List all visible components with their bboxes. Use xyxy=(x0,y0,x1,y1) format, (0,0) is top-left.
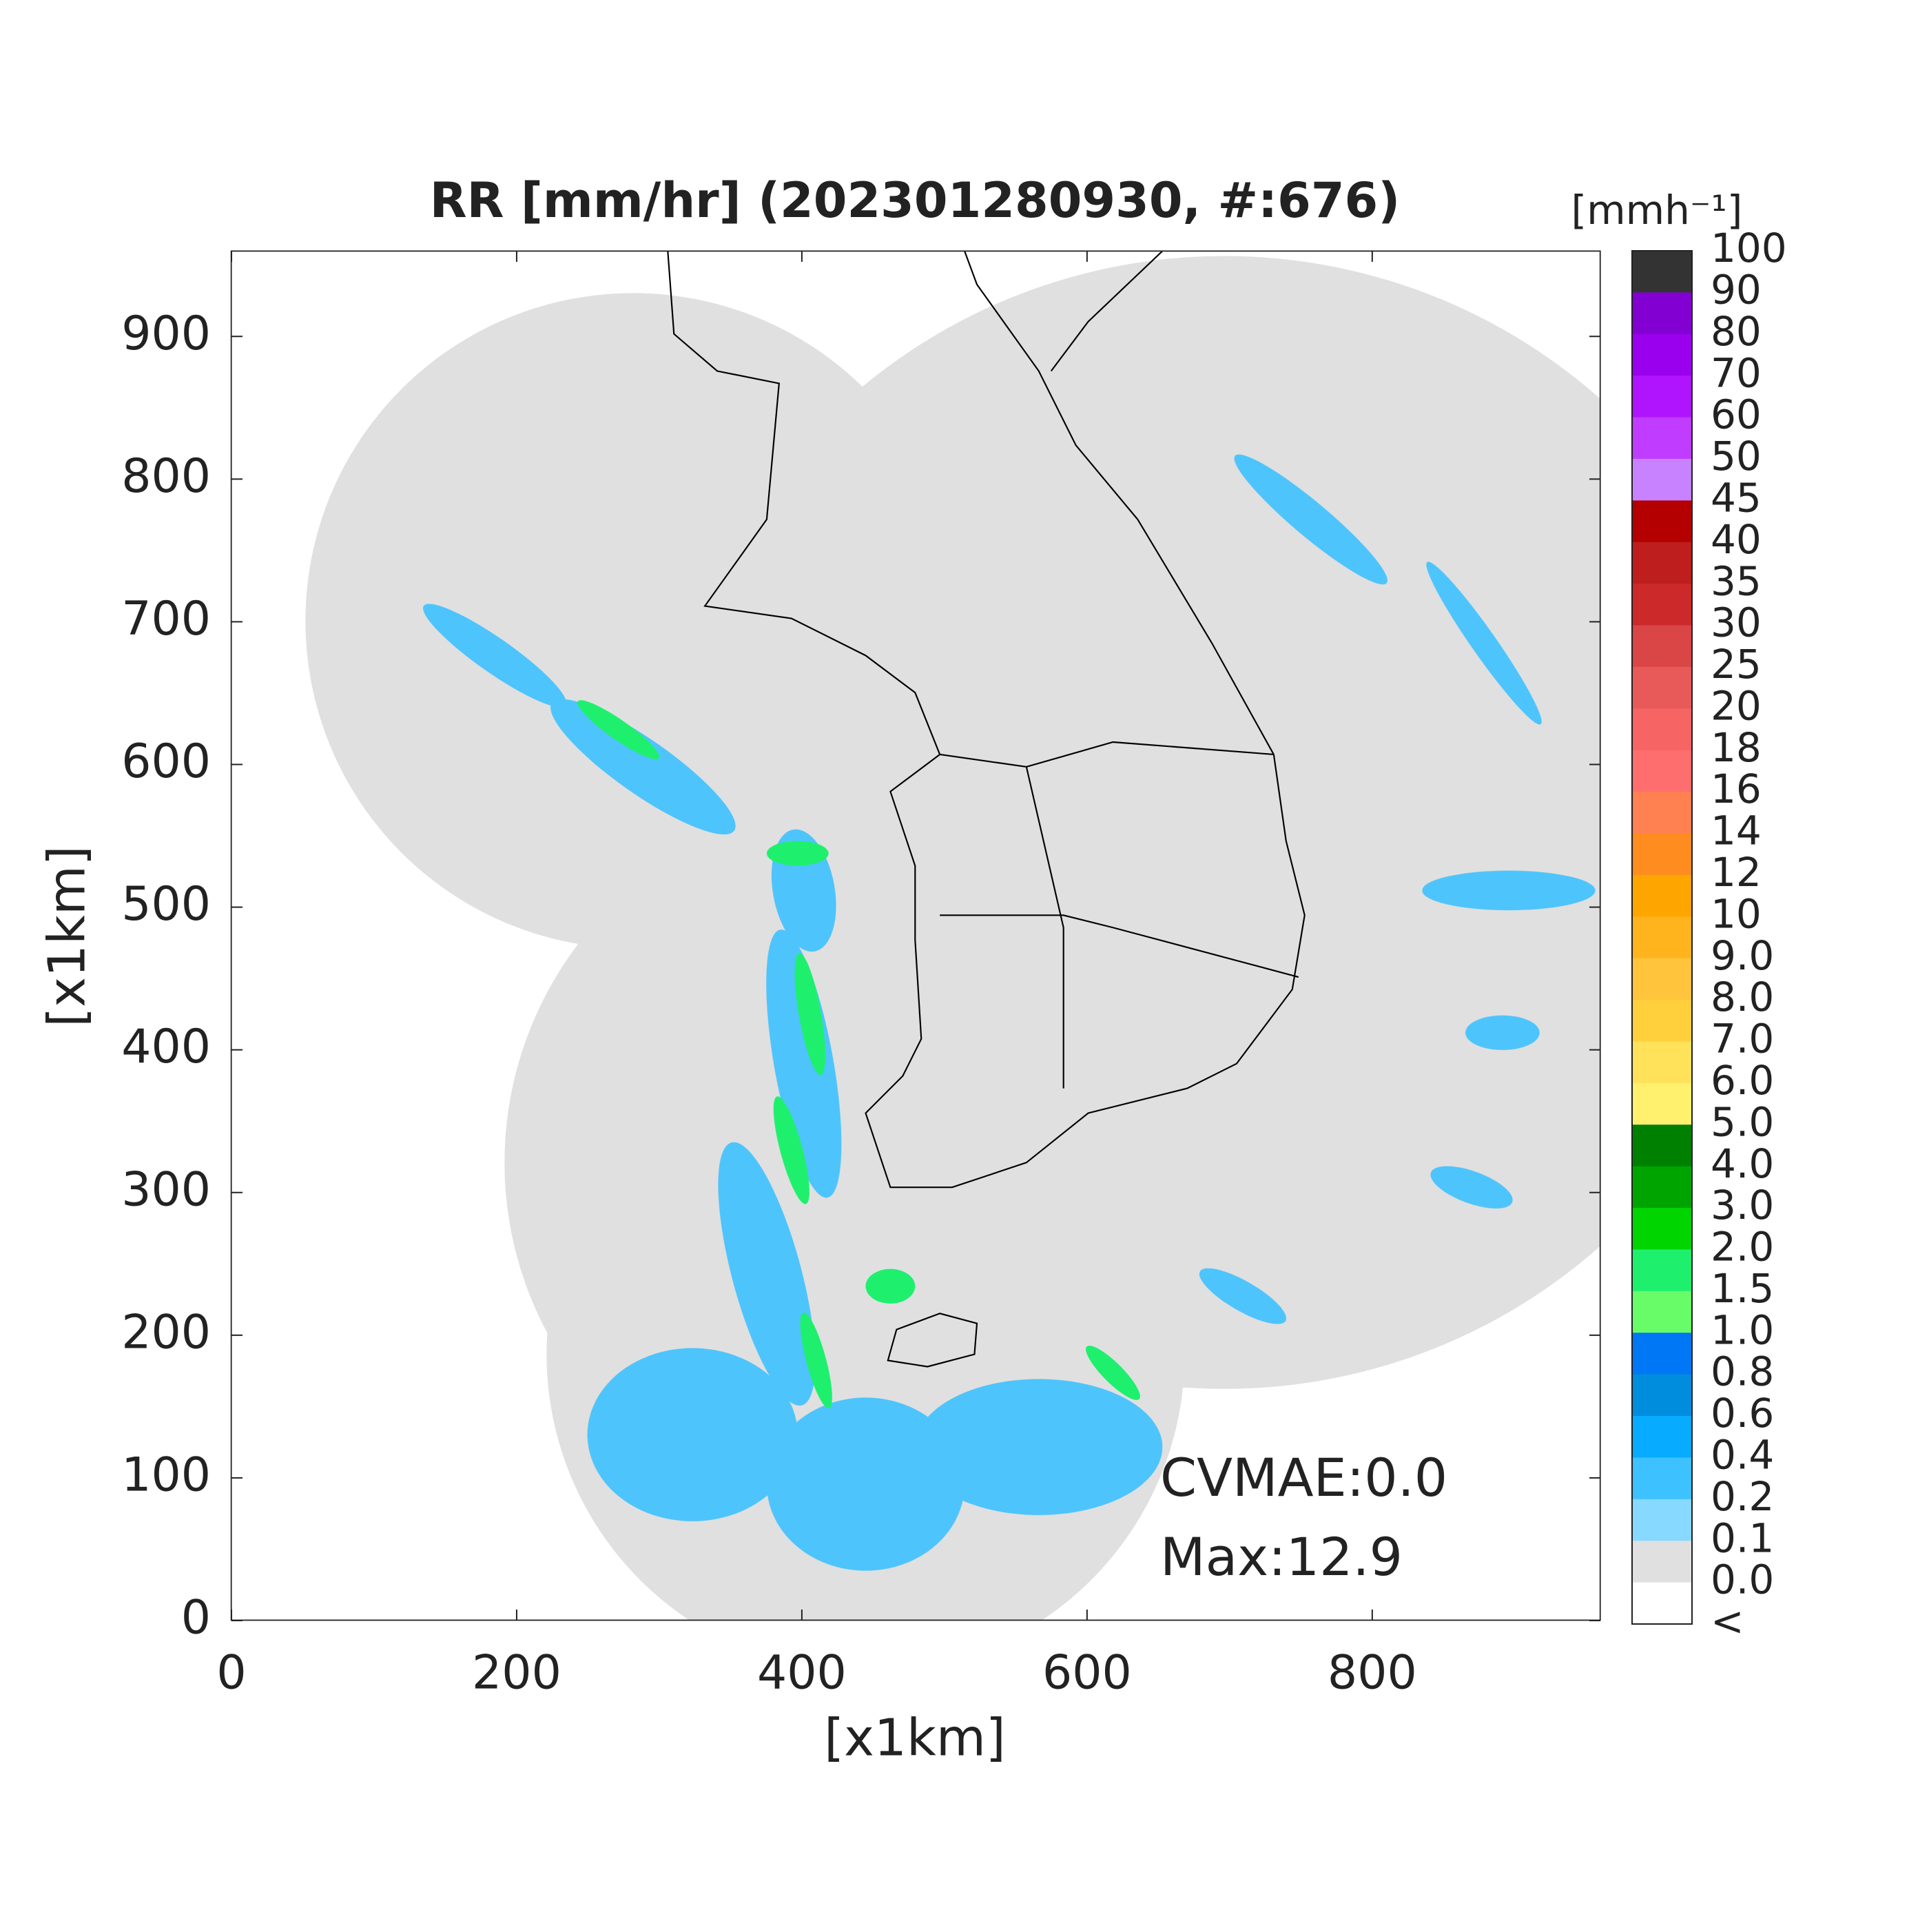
colorbar-label: 14 xyxy=(1711,808,1762,854)
y-tick-label: 800 xyxy=(121,449,211,504)
colorbar-block xyxy=(1632,916,1692,959)
colorbar-block xyxy=(1632,333,1692,376)
y-tick-label: 200 xyxy=(121,1305,211,1359)
colorbar-block xyxy=(1632,584,1692,626)
colorbar-label: 20 xyxy=(1711,682,1762,729)
colorbar-block xyxy=(1632,542,1692,584)
x-tick-label: 200 xyxy=(472,1646,561,1700)
colorbar-frame xyxy=(1631,250,1693,1625)
colorbar-block xyxy=(1632,500,1692,543)
x-tick-label: 800 xyxy=(1328,1646,1417,1700)
colorbar-label: 100 xyxy=(1711,225,1787,271)
annotation: CVMAE:0.0 xyxy=(1160,1447,1447,1508)
y-tick-label: 0 xyxy=(181,1591,211,1645)
y-tick-label: 400 xyxy=(121,1020,211,1074)
colorbar-label: 0.2 xyxy=(1711,1473,1774,1520)
y-tick-label: 300 xyxy=(121,1162,211,1217)
colorbar-label: 1.5 xyxy=(1711,1265,1774,1312)
colorbar-block xyxy=(1632,1582,1692,1625)
x-tick-label: 0 xyxy=(216,1646,246,1700)
colorbar-label: 50 xyxy=(1711,433,1762,480)
colorbar-block xyxy=(1632,874,1692,917)
colorbar-label: 5.0 xyxy=(1711,1098,1774,1145)
colorbar-label: 70 xyxy=(1711,349,1762,396)
colorbar-block xyxy=(1632,1333,1692,1375)
colorbar-block xyxy=(1632,708,1692,751)
y-tick-label: 700 xyxy=(121,592,211,646)
colorbar-label: 90 xyxy=(1711,267,1762,314)
colorbar-label: 4.0 xyxy=(1711,1140,1774,1187)
colorbar-block xyxy=(1632,833,1692,876)
colorbar-label: 40 xyxy=(1711,516,1762,563)
colorbar-block xyxy=(1632,1041,1692,1084)
chart-title: RR [mm/hr] (202301280930, #:676) xyxy=(430,172,1401,229)
colorbar-block xyxy=(1632,1166,1692,1209)
colorbar-block xyxy=(1632,251,1692,293)
coastline xyxy=(667,251,1306,1368)
colorbar-label: 1.0 xyxy=(1711,1306,1774,1353)
colorbar-label: 6.0 xyxy=(1711,1057,1774,1104)
colorbar-label: 60 xyxy=(1711,391,1762,438)
y-tick-label: 500 xyxy=(121,877,211,932)
rain-echoes xyxy=(423,454,1596,1571)
colorbar-block xyxy=(1632,1124,1692,1167)
colorbar-block xyxy=(1632,376,1692,418)
annotation: Max:12.9 xyxy=(1160,1526,1403,1587)
colorbar-title: [mmh⁻¹] xyxy=(1571,187,1743,234)
colorbar-block xyxy=(1632,1541,1692,1583)
colorbar-block xyxy=(1632,292,1692,335)
colorbar-label: 10 xyxy=(1711,890,1762,937)
colorbar-label: 0.4 xyxy=(1711,1432,1774,1479)
colorbar-block xyxy=(1632,750,1692,792)
colorbar-block xyxy=(1632,1457,1692,1500)
colorbar-label: 45 xyxy=(1711,474,1762,521)
colorbar-label: 12 xyxy=(1711,849,1762,896)
colorbar-label: 30 xyxy=(1711,599,1762,646)
radar-coverage xyxy=(305,256,1600,1621)
colorbar-label: 9.0 xyxy=(1711,932,1774,979)
colorbar-label: 3.0 xyxy=(1711,1182,1774,1229)
colorbar-block xyxy=(1632,1249,1692,1292)
colorbar-label: 0.0 xyxy=(1711,1556,1774,1603)
colorbar-block xyxy=(1632,1291,1692,1333)
colorbar-block xyxy=(1632,666,1692,709)
colorbar-block xyxy=(1632,1000,1692,1042)
y-tick-label: 100 xyxy=(121,1448,211,1502)
colorbar-block xyxy=(1632,1374,1692,1417)
colorbar-label: 2.0 xyxy=(1711,1224,1774,1271)
y-tick-label: 600 xyxy=(121,734,211,789)
colorbar-block xyxy=(1632,625,1692,668)
colorbar-label: 7.0 xyxy=(1711,1016,1774,1062)
colorbar-block xyxy=(1632,1208,1692,1250)
x-tick-label: 600 xyxy=(1042,1646,1132,1700)
colorbar-block xyxy=(1632,1082,1692,1125)
colorbar-label: 35 xyxy=(1711,557,1762,604)
colorbar-block xyxy=(1632,417,1692,460)
colorbar-block xyxy=(1632,458,1692,501)
plot-frame xyxy=(230,250,1601,1621)
colorbar-block xyxy=(1632,792,1692,834)
colorbar-block xyxy=(1632,1416,1692,1458)
radar-field xyxy=(305,251,1600,1621)
colorbar-label: < xyxy=(1711,1598,1744,1645)
colorbar-label: 25 xyxy=(1711,641,1762,688)
x-tick-label: 400 xyxy=(757,1646,847,1700)
colorbar-block xyxy=(1632,1499,1692,1541)
colorbar-label: 16 xyxy=(1711,765,1762,812)
y-tick-label: 900 xyxy=(121,307,211,361)
colorbar-label: 8.0 xyxy=(1711,974,1774,1020)
x-axis-label: [x1km] xyxy=(824,1709,1006,1768)
colorbar-label: 0.1 xyxy=(1711,1514,1774,1561)
colorbar-label: 18 xyxy=(1711,724,1762,771)
colorbar-label: 80 xyxy=(1711,308,1762,355)
colorbar-block xyxy=(1632,958,1692,1000)
colorbar-label: 0.6 xyxy=(1711,1390,1774,1437)
y-axis-label: [x1km] xyxy=(38,845,97,1027)
colorbar-label: 0.8 xyxy=(1711,1348,1774,1395)
